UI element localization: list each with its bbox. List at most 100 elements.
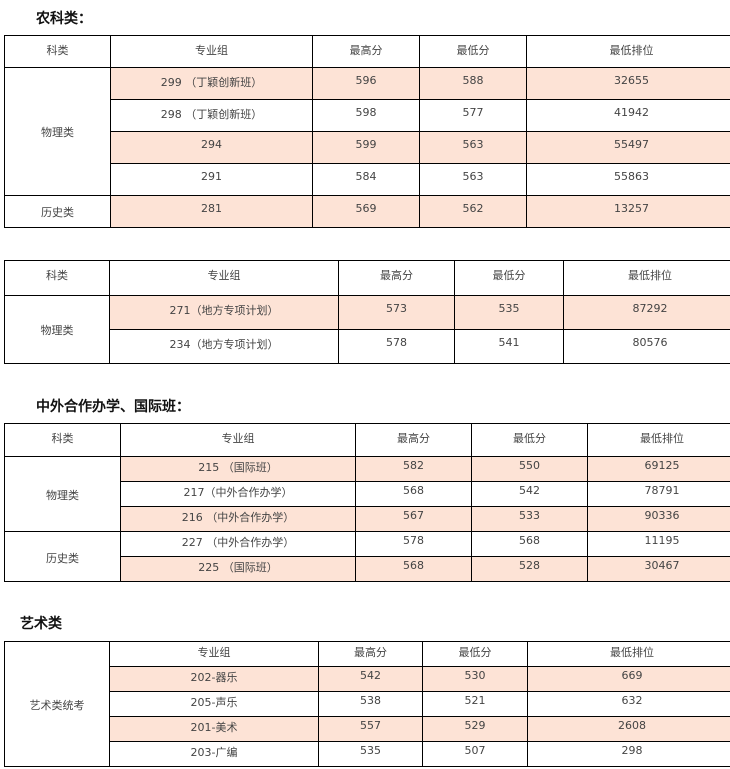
table-row: 物理类 271（地方专项计划） 573 535 87292 <box>4 295 730 364</box>
min-score-cell: 521 <box>422 691 528 717</box>
table-row: 203-广编 535 507 298 <box>5 741 730 767</box>
min-score-cell: 568 <box>471 531 588 557</box>
table-row: 298 （丁颖创新班） 598 577 41942 <box>5 99 730 132</box>
min-score-cell: 577 <box>419 99 527 132</box>
category-cell: 物理类 <box>4 295 110 364</box>
table-header-row: 科类 专业组 最高分 最低分 最低排位 <box>4 35 730 68</box>
min-rank-cell: 80576 <box>563 329 730 364</box>
max-score-cell: 535 <box>318 741 423 767</box>
column-header: 专业组 <box>109 641 319 667</box>
table-row: 205-声乐 538 521 632 <box>5 691 730 717</box>
min-rank-cell: 69125 <box>587 456 730 482</box>
column-header: 最低分 <box>471 423 588 457</box>
min-score-cell: 541 <box>454 329 564 364</box>
international-score-table: 科类 专业组 最高分 最低分 最低排位 物理类 215 （国际班） 582 550 69125 21… <box>4 423 730 582</box>
min-rank-cell: 55497 <box>526 131 730 164</box>
major-group-cell: 291 <box>110 163 313 196</box>
agriculture-score-table: 科类 专业组 最高分 最低分 最低排位 物理类 299 （丁颖创新班） 596 588 32655… <box>4 35 730 228</box>
column-header: 专业组 <box>110 35 313 68</box>
min-rank-cell: 13257 <box>526 195 730 228</box>
major-group-cell: 225 （国际班） <box>120 556 356 582</box>
table-row: 225 （国际班） 568 528 30467 <box>5 556 730 582</box>
column-header: 最低排位 <box>587 423 730 457</box>
max-score-cell: 578 <box>355 531 472 557</box>
column-header: 最低分 <box>422 641 528 667</box>
min-rank-cell: 11195 <box>587 531 730 557</box>
column-header: 专业组 <box>120 423 356 457</box>
major-group-cell: 202-器乐 <box>109 666 319 692</box>
table-row: 物理类 215 （国际班） 582 550 69125 <box>4 456 730 532</box>
min-score-cell: 530 <box>422 666 528 692</box>
table-row: 物理类 299 （丁颖创新班） 596 588 32655 <box>4 67 730 196</box>
table-row: 234（地方专项计划） 578 541 80576 <box>5 329 730 364</box>
max-score-cell: 569 <box>312 195 420 228</box>
table-header-row: 科类 专业组 最高分 最低分 最低排位 <box>4 260 730 296</box>
min-rank-cell: 55863 <box>526 163 730 196</box>
max-score-cell: 584 <box>312 163 420 196</box>
section-heading-arts: 艺术类 <box>20 616 62 632</box>
min-rank-cell: 87292 <box>563 295 730 330</box>
max-score-cell: 538 <box>318 691 423 717</box>
min-rank-cell: 298 <box>527 741 730 767</box>
category-cell: 历史类 <box>4 531 121 582</box>
min-rank-cell: 632 <box>527 691 730 717</box>
major-group-cell: 298 （丁颖创新班） <box>110 99 313 132</box>
table-row: 291 584 563 55863 <box>5 163 730 196</box>
table-row: 294 599 563 55497 <box>5 131 730 164</box>
max-score-cell: 568 <box>355 556 472 582</box>
max-score-cell: 598 <box>312 99 420 132</box>
table-row: 历史类 281 569 562 13257 <box>4 195 730 228</box>
column-header: 最低排位 <box>563 260 730 296</box>
max-score-cell: 596 <box>312 67 420 100</box>
column-header: 科类 <box>4 423 121 457</box>
major-group-cell: 215 （国际班） <box>120 456 356 482</box>
table-row: 201-美术 557 529 2608 <box>5 716 730 742</box>
major-group-cell: 203-广编 <box>109 741 319 767</box>
min-score-cell: 529 <box>422 716 528 742</box>
min-rank-cell: 78791 <box>587 481 730 507</box>
arts-score-table: 艺术类统考 专业组 最高分 最低分 最低排位 202-器乐 542 530 669 205-声乐 5… <box>4 641 730 767</box>
min-score-cell: 542 <box>471 481 588 507</box>
min-score-cell: 562 <box>419 195 527 228</box>
major-group-cell: 217（中外合作办学） <box>120 481 356 507</box>
local-special-plan-score-table: 科类 专业组 最高分 最低分 最低排位 物理类 271（地方专项计划） 573 535 87292… <box>4 260 730 364</box>
min-rank-cell: 41942 <box>526 99 730 132</box>
min-score-cell: 533 <box>471 506 588 532</box>
min-rank-cell: 90336 <box>587 506 730 532</box>
column-header: 最高分 <box>318 641 423 667</box>
min-score-cell: 588 <box>419 67 527 100</box>
column-header: 最高分 <box>338 260 455 296</box>
table-row: 202-器乐 542 530 669 <box>5 666 730 692</box>
max-score-cell: 557 <box>318 716 423 742</box>
max-score-cell: 582 <box>355 456 472 482</box>
major-group-cell: 281 <box>110 195 313 228</box>
max-score-cell: 567 <box>355 506 472 532</box>
column-header: 科类 <box>4 35 111 68</box>
table-header-row: 艺术类统考 专业组 最高分 最低分 最低排位 <box>4 641 730 767</box>
column-header: 最低分 <box>419 35 527 68</box>
min-rank-cell: 30467 <box>587 556 730 582</box>
section-heading-international: 中外合作办学、国际班： <box>36 399 190 415</box>
table-row: 216 （中外合作办学） 567 533 90336 <box>5 506 730 532</box>
min-score-cell: 507 <box>422 741 528 767</box>
column-header: 最高分 <box>312 35 420 68</box>
min-score-cell: 563 <box>419 163 527 196</box>
major-group-cell: 294 <box>110 131 313 164</box>
category-cell: 物理类 <box>4 456 121 532</box>
min-rank-cell: 2608 <box>527 716 730 742</box>
min-score-cell: 563 <box>419 131 527 164</box>
table-header-row: 科类 专业组 最高分 最低分 最低排位 <box>4 423 730 457</box>
max-score-cell: 578 <box>338 329 455 364</box>
max-score-cell: 542 <box>318 666 423 692</box>
max-score-cell: 599 <box>312 131 420 164</box>
min-score-cell: 535 <box>454 295 564 330</box>
category-cell: 物理类 <box>4 67 111 196</box>
major-group-cell: 234（地方专项计划） <box>109 329 339 364</box>
major-group-cell: 299 （丁颖创新班） <box>110 67 313 100</box>
section-heading-agriculture: 农科类： <box>36 11 92 27</box>
column-header: 科类 <box>4 260 110 296</box>
table-row: 217（中外合作办学） 568 542 78791 <box>5 481 730 507</box>
min-rank-cell: 32655 <box>526 67 730 100</box>
table-row: 历史类 227 （中外合作办学） 578 568 11195 <box>4 531 730 582</box>
major-group-cell: 201-美术 <box>109 716 319 742</box>
